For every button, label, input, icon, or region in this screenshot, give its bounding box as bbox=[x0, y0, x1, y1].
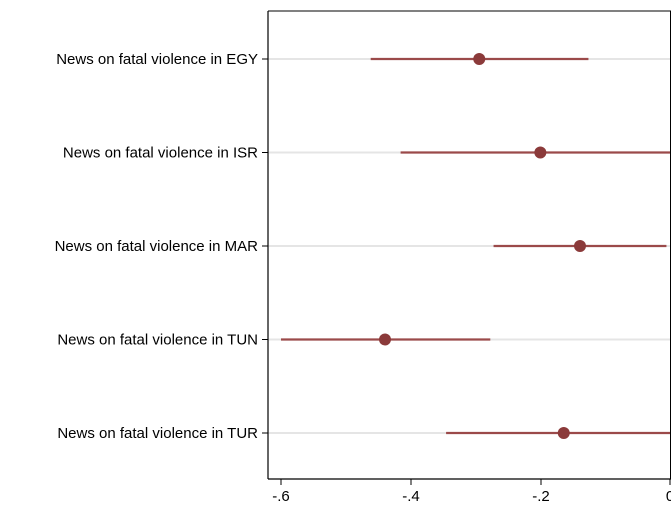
point-estimate-1 bbox=[473, 53, 486, 65]
y-tick-label-5: News on fatal violence in TUR bbox=[57, 425, 258, 442]
point-estimate-4 bbox=[379, 333, 391, 346]
point-estimate-3 bbox=[574, 240, 586, 252]
x-tick-label-3: -.2 bbox=[532, 488, 550, 505]
point-layer bbox=[379, 53, 586, 439]
point-estimate-2 bbox=[534, 146, 547, 159]
y-tick-label-4: News on fatal violence in TUN bbox=[57, 331, 258, 348]
x-tick-label-4: 0 bbox=[666, 488, 671, 505]
y-tick-label-1: News on fatal violence in EGY bbox=[56, 51, 258, 68]
x-tick-label-2: -.4 bbox=[402, 488, 420, 505]
x-tick-label-1: -.6 bbox=[272, 488, 290, 505]
axis-layer bbox=[262, 10, 671, 485]
label-layer: News on fatal violence in EGY News on fat… bbox=[55, 51, 671, 505]
y-tick-label-3: News on fatal violence in MAR bbox=[55, 238, 259, 255]
point-estimate-5 bbox=[557, 427, 570, 439]
y-tick-label-2: News on fatal violence in ISR bbox=[63, 144, 258, 161]
